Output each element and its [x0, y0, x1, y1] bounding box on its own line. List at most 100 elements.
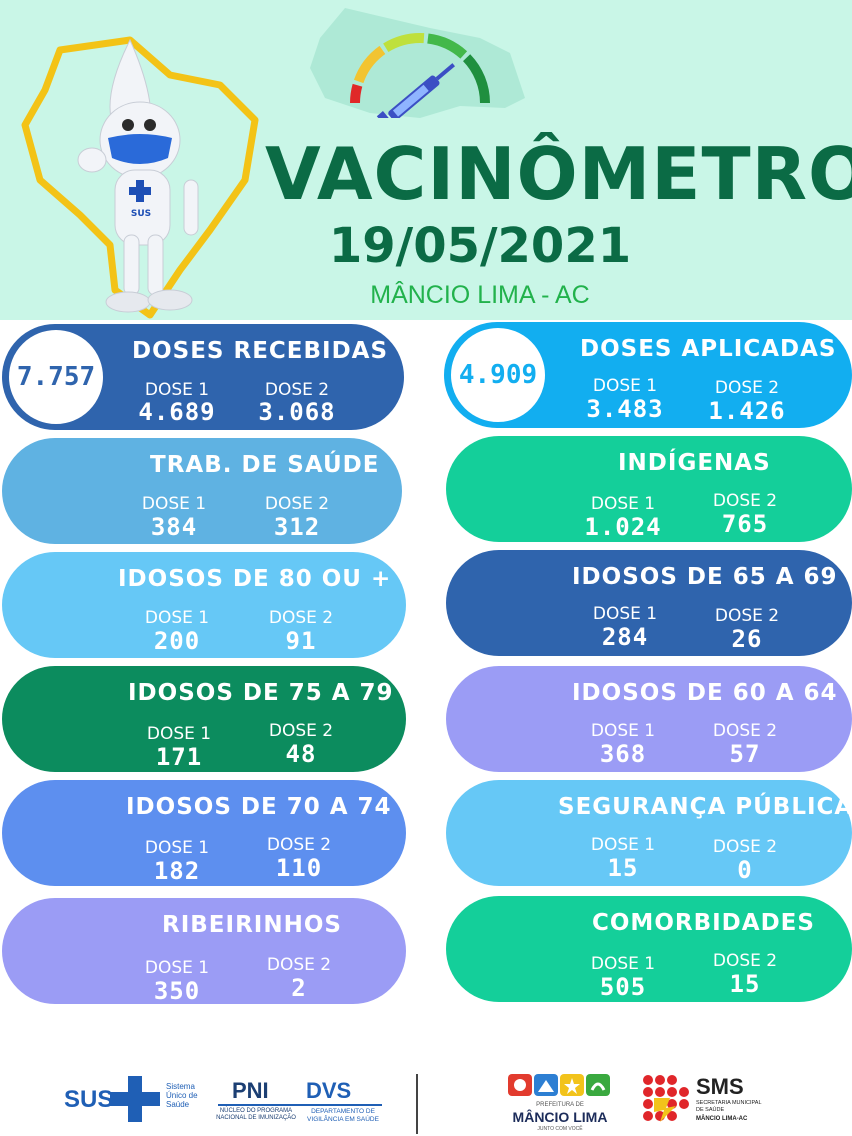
card-indigenas: INDÍGENAS DOSE 1 1.024 DOSE 2 765	[446, 436, 852, 542]
card-doses-aplicadas: 4.909 DOSES APLICADAS DOSE 1 3.483 DOSE …	[444, 322, 852, 428]
dose1-value: 4.689	[138, 398, 216, 426]
dose1-value: 284	[601, 623, 649, 651]
dose2-value: 0	[737, 856, 753, 884]
dose1-value: 200	[153, 627, 201, 655]
dose2-label: DOSE 2	[266, 955, 332, 975]
dose2-label: DOSE 2	[712, 837, 778, 857]
dose2-value: 91	[285, 627, 317, 655]
dvs-logo-text: DVS	[306, 1078, 352, 1103]
dose2-label: DOSE 2	[264, 494, 330, 514]
dose2-value: 2	[291, 974, 307, 1002]
sms-logo-subtitle: SECRETARIA MUNICIPAL DE SAÚDE	[696, 1100, 762, 1113]
card-title: COMORBIDADES	[592, 910, 815, 936]
dose1-value: 182	[153, 857, 201, 885]
sus-logo: SUS Sistema Único de Saúde	[64, 1074, 214, 1124]
sms-dots-icon	[643, 1075, 689, 1122]
card-idosos-65: IDOSOS DE 65 A 69 DOSE 1 284 DOSE 2 26	[446, 550, 852, 656]
dose2-label: DOSE 2	[264, 380, 330, 400]
dose2-label: DOSE 2	[266, 835, 332, 855]
total-circle: 7.757	[6, 327, 106, 427]
dose1-label: DOSE 1	[141, 494, 207, 514]
dose1-label: DOSE 1	[590, 954, 656, 974]
dose2-label: DOSE 2	[712, 951, 778, 971]
dose2-value: 26	[731, 625, 763, 653]
dose2-value: 765	[721, 510, 769, 538]
dose2-value: 1.426	[708, 397, 786, 425]
dvs-logo-subtitle: DEPARTAMENTO DE VIGILÂNCIA EM SAÚDE	[307, 1108, 379, 1123]
footer-logos: SUS Sistema Único de Saúde PNI DVS NÚCLE…	[0, 1060, 852, 1136]
total-circle: 4.909	[448, 325, 548, 425]
card-title: IDOSOS DE 75 A 79	[128, 680, 394, 706]
divider	[218, 1104, 382, 1106]
ze-gotinha-mascot-icon: SUS	[21, 36, 259, 319]
dose2-value: 312	[273, 513, 321, 541]
dose2-label: DOSE 2	[712, 491, 778, 511]
card-title: DOSES RECEBIDAS	[132, 338, 389, 364]
page-title: VACINÔMETRO	[265, 132, 852, 216]
dose2-value: 15	[729, 970, 761, 998]
prefeitura-name: MÂNCIO LIMA	[512, 1109, 608, 1125]
sms-city: MÂNCIO LIMA-AC	[696, 1116, 748, 1122]
card-title: IDOSOS DE 80 OU +	[118, 566, 392, 592]
prefeitura-small-label: PREFEITURA DE	[536, 1102, 584, 1108]
sus-cross-icon	[110, 1076, 160, 1122]
card-idosos-60: IDOSOS DE 60 A 64 DOSE 1 368 DOSE 2 57	[446, 666, 852, 772]
card-title: SEGURANÇA PÚBLICA	[558, 794, 852, 820]
card-comorbidades: COMORBIDADES DOSE 1 505 DOSE 2 15	[446, 896, 852, 1002]
dose2-label: DOSE 2	[714, 606, 780, 626]
header-banner: SUS VACINÔMETRO 19/05/2021 MÂNCIO LIMA -…	[0, 0, 852, 320]
card-idosos-75: IDOSOS DE 75 A 79 DOSE 1 171 DOSE 2 48	[2, 666, 406, 772]
card-idosos-70: IDOSOS DE 70 A 74 DOSE 1 182 DOSE 2 110	[2, 780, 406, 886]
card-title: IDOSOS DE 65 A 69	[572, 564, 838, 590]
card-title: INDÍGENAS	[618, 450, 771, 476]
acre-map-gauge-icon	[310, 8, 525, 118]
dose1-label: DOSE 1	[590, 835, 656, 855]
dose1-label: DOSE 1	[590, 494, 656, 514]
svg-text:SUS: SUS	[131, 209, 151, 219]
dose1-value: 171	[155, 743, 203, 771]
dose1-value: 505	[599, 973, 647, 1001]
dose2-label: DOSE 2	[268, 608, 334, 628]
sms-logo-text: SMS	[696, 1074, 744, 1099]
card-doses-recebidas: 7.757 DOSES RECEBIDAS DOSE 1 4.689 DOSE …	[2, 324, 404, 430]
card-idosos-80: IDOSOS DE 80 OU + DOSE 1 200 DOSE 2 91	[2, 552, 406, 658]
dose2-label: DOSE 2	[268, 721, 334, 741]
dose1-label: DOSE 1	[592, 604, 658, 624]
dose1-value: 350	[153, 977, 201, 1005]
total-value: 7.757	[16, 362, 96, 392]
footer-divider	[416, 1074, 418, 1134]
dose1-label: DOSE 1	[144, 380, 210, 400]
sus-logo-text: SUS	[64, 1086, 114, 1113]
card-title: IDOSOS DE 70 A 74	[126, 794, 392, 820]
pni-logo-subtitle: NÚCLEO DO PROGRAMA NACIONAL DE IMUNIZAÇÃ…	[216, 1108, 296, 1122]
pni-dvs-logo: PNI DVS NÚCLEO DO PROGRAMA NACIONAL DE I…	[214, 1074, 386, 1128]
dose1-value: 368	[599, 740, 647, 768]
report-date: 19/05/2021	[328, 218, 632, 274]
total-value: 4.909	[458, 360, 538, 390]
card-title: RIBEIRINHOS	[162, 912, 342, 938]
dose2-label: DOSE 2	[714, 378, 780, 398]
prefeitura-tagline: JUNTO COM VOCÊ	[537, 1126, 583, 1132]
dose2-value: 110	[275, 854, 323, 882]
dose2-value: 3.068	[258, 398, 336, 426]
dose1-label: DOSE 1	[144, 838, 210, 858]
dose1-value: 3.483	[586, 395, 664, 423]
pni-logo-text: PNI	[232, 1078, 269, 1103]
dose1-label: DOSE 1	[146, 724, 212, 744]
dose1-value: 384	[150, 513, 198, 541]
dose1-label: DOSE 1	[144, 608, 210, 628]
prefeitura-icons-icon	[508, 1074, 610, 1096]
dose1-value: 1.024	[584, 513, 662, 541]
card-title: DOSES APLICADAS	[580, 336, 837, 362]
dose2-label: DOSE 2	[712, 721, 778, 741]
dose2-value: 57	[729, 740, 761, 768]
dose1-label: DOSE 1	[144, 958, 210, 978]
card-ribeirinhos: RIBEIRINHOS DOSE 1 350 DOSE 2 2	[2, 898, 406, 1004]
dose1-value: 15	[607, 854, 639, 882]
prefeitura-logo: PREFEITURA DE MÂNCIO LIMA JUNTO COM VOCÊ	[504, 1074, 616, 1134]
card-title: IDOSOS DE 60 A 64	[572, 680, 838, 706]
sus-logo-subtitle: Sistema Único de Saúde	[166, 1082, 198, 1110]
dose1-label: DOSE 1	[590, 721, 656, 741]
location-label: MÂNCIO LIMA - AC	[370, 281, 590, 309]
sms-logo: SMS SECRETARIA MUNICIPAL DE SAÚDE MÂNCIO…	[640, 1072, 770, 1132]
